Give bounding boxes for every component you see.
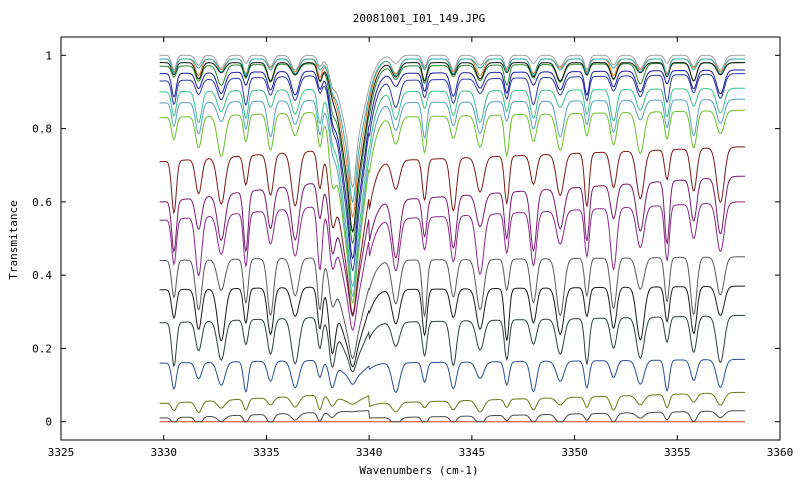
x-tick-label: 3345 (459, 446, 486, 459)
series-line (159, 87, 746, 288)
series-line (159, 98, 746, 298)
x-tick-label: 3325 (48, 446, 75, 459)
series-line (159, 58, 746, 204)
series-line (159, 314, 746, 373)
series-line (159, 285, 746, 368)
chart-title: 20081001_I01_149.JPG (353, 12, 485, 25)
series-line (159, 54, 746, 189)
y-tick-label: 0 (45, 416, 52, 429)
series-line (159, 62, 746, 233)
y-tick-label: 0.6 (32, 196, 52, 209)
y-tick-label: 0.2 (32, 342, 52, 355)
series-line (159, 146, 746, 316)
y-tick-label: 0.8 (32, 123, 52, 136)
series-line (159, 175, 746, 317)
series-line (159, 391, 746, 414)
x-axis: 3325 3330 3335 3340 3345 3350 3355 3360 (48, 37, 794, 459)
plot-frame (60, 36, 781, 441)
series-line (159, 69, 746, 260)
series-line (159, 358, 746, 393)
x-tick-label: 3355 (664, 446, 691, 459)
x-tick-label: 3350 (561, 446, 588, 459)
x-tick-label: 3340 (356, 446, 383, 459)
series-line (159, 73, 746, 272)
x-tick-label: 3360 (767, 446, 794, 459)
series-line (159, 201, 746, 331)
x-axis-label: Wavenumbers (cm-1) (359, 464, 478, 477)
y-axis: 0 0.2 0.4 0.6 0.8 1 (32, 49, 780, 429)
x-tick-label: 3330 (150, 446, 177, 459)
series-group (159, 54, 746, 423)
y-tick-label: 1 (45, 49, 52, 62)
series-line (159, 62, 746, 245)
series-line (159, 256, 746, 360)
y-tick-label: 0.4 (32, 269, 52, 282)
series-line (159, 109, 746, 304)
series-line (159, 410, 746, 423)
y-axis-label: Transmitance (7, 200, 20, 279)
x-tick-label: 3335 (253, 446, 280, 459)
plot-border (60, 36, 781, 441)
